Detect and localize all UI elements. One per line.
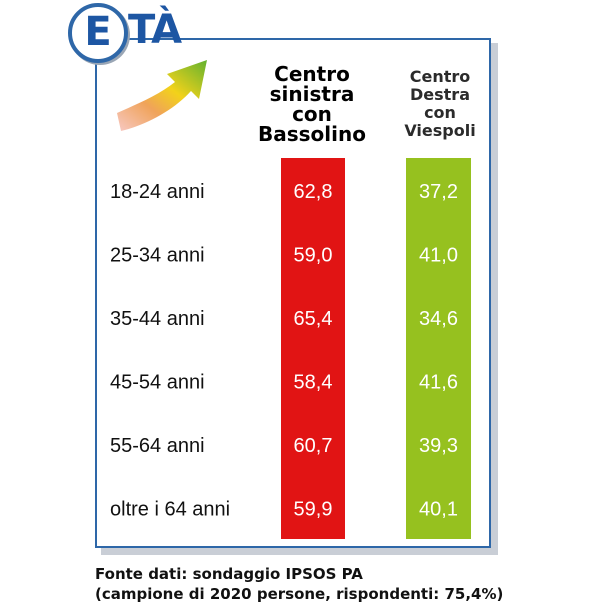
data-label-left: 65,4 [294, 308, 333, 330]
row-label: 35-44 anni [110, 308, 205, 330]
row-label: 45-54 anni [110, 371, 205, 393]
data-label-right: 40,1 [419, 498, 458, 520]
row-label: 18-24 anni [110, 181, 205, 203]
row-label: oltre i 64 anni [110, 498, 230, 520]
data-label-right: 34,6 [419, 308, 458, 330]
chart-title: E TÀ [68, 3, 182, 63]
row-label: 55-64 anni [110, 435, 205, 457]
trend-arrow-icon [117, 60, 207, 131]
data-label-right: 37,2 [419, 181, 458, 203]
data-label-left: 62,8 [294, 181, 333, 203]
right-column-bar [406, 158, 471, 539]
data-label-right: 41,6 [419, 371, 458, 393]
data-label-left: 59,9 [294, 498, 333, 520]
left-column-bar [281, 158, 345, 539]
data-label-left: 60,7 [294, 435, 333, 457]
data-label-left: 59,0 [294, 244, 333, 266]
footer-line-2: (campione di 2020 persone, rispondenti: … [95, 585, 504, 603]
footer-source: Fonte dati: sondaggio IPSOS PA (campione… [95, 564, 503, 604]
data-label-left: 58,4 [294, 371, 333, 393]
title-initial: E [84, 9, 112, 55]
footer-line-1: Fonte dati: sondaggio IPSOS PA [95, 565, 363, 583]
right-column-header: Centro Destra con Viespoli [404, 67, 476, 140]
title-rest: TÀ [128, 7, 182, 53]
data-label-right: 41,0 [419, 244, 458, 266]
data-label-right: 39,3 [419, 435, 458, 457]
left-column-header: Centro sinistra con Bassolino [258, 62, 366, 146]
row-label: 25-34 anni [110, 244, 205, 266]
title-badge [68, 3, 128, 63]
